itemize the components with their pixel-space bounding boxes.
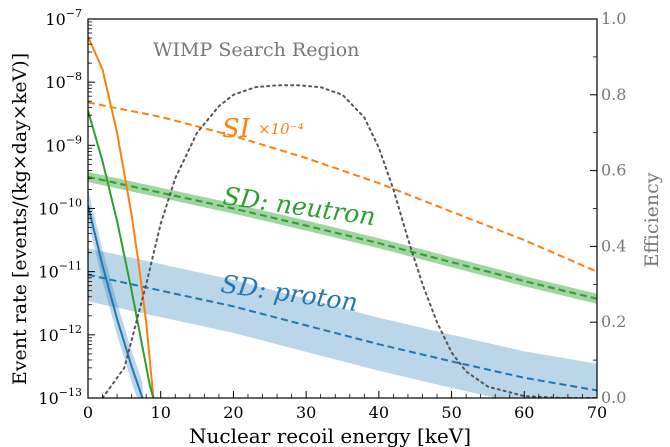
y2-tick-label: 0.8 (601, 85, 626, 104)
y2-tick-label: 0.0 (601, 388, 626, 407)
si_solid-line (88, 36, 155, 398)
y-tick-label: 10−9 (45, 133, 82, 155)
sd_proton_solid-band (88, 189, 143, 398)
x-tick-label: 10 (151, 403, 171, 422)
y2-axis-label: Efficiency (641, 172, 663, 267)
y-tick-label: 10−7 (45, 7, 82, 29)
x-tick-label: 20 (223, 403, 243, 422)
sd_proton_dashed-line (88, 273, 597, 392)
x-tick-label: 50 (441, 403, 461, 422)
y2-tick-label: 0.2 (601, 312, 626, 331)
y2-tick-label: 1.0 (601, 9, 626, 28)
y-tick-label: 10−8 (45, 70, 82, 92)
x-axis-label: Nuclear recoil energy [keV] (189, 424, 471, 447)
y-axis-ticks: 10−7 10−8 10−9 10−10 10−11 10−12 10−13 (38, 7, 95, 408)
si_dashed-line (88, 101, 597, 273)
uncertainty-bands (88, 171, 597, 398)
y2-tick-label: 0.4 (601, 236, 626, 255)
y-axis-label: Event rate [events/(kg×day×keV)] (9, 53, 31, 385)
sd_neutron_dashed-band (88, 171, 597, 304)
y-tick-label: 10−11 (38, 260, 82, 282)
sd_proton_dashed-band (88, 248, 597, 398)
x-tick-label: 60 (514, 403, 534, 422)
y2-tick-label: 0.6 (601, 161, 626, 180)
x-tick-label: 30 (296, 403, 316, 422)
wimp-region-label: WIMP Search Region (153, 39, 359, 61)
x-tick-label: 0 (83, 403, 93, 422)
x-tick-label: 40 (369, 403, 389, 422)
y-tick-label: 10−10 (38, 197, 82, 219)
y-tick-label: 10−12 (38, 323, 82, 345)
x-tick-label: 70 (587, 403, 607, 422)
si-label: SI (222, 114, 251, 144)
si-scale-label: ×10⁻⁴ (258, 120, 304, 138)
efficiency-line (101, 84, 597, 398)
x-axis-ticks: 0 10 20 30 40 50 60 70 (83, 391, 607, 422)
data-lines (88, 36, 597, 398)
sd_neutron_solid-line (88, 110, 155, 398)
y2-axis-ticks: 0.0 0.2 0.4 0.6 0.8 1.0 (590, 9, 626, 407)
sd_proton_solid-line (88, 205, 144, 398)
y-tick-label: 10−13 (38, 386, 82, 408)
